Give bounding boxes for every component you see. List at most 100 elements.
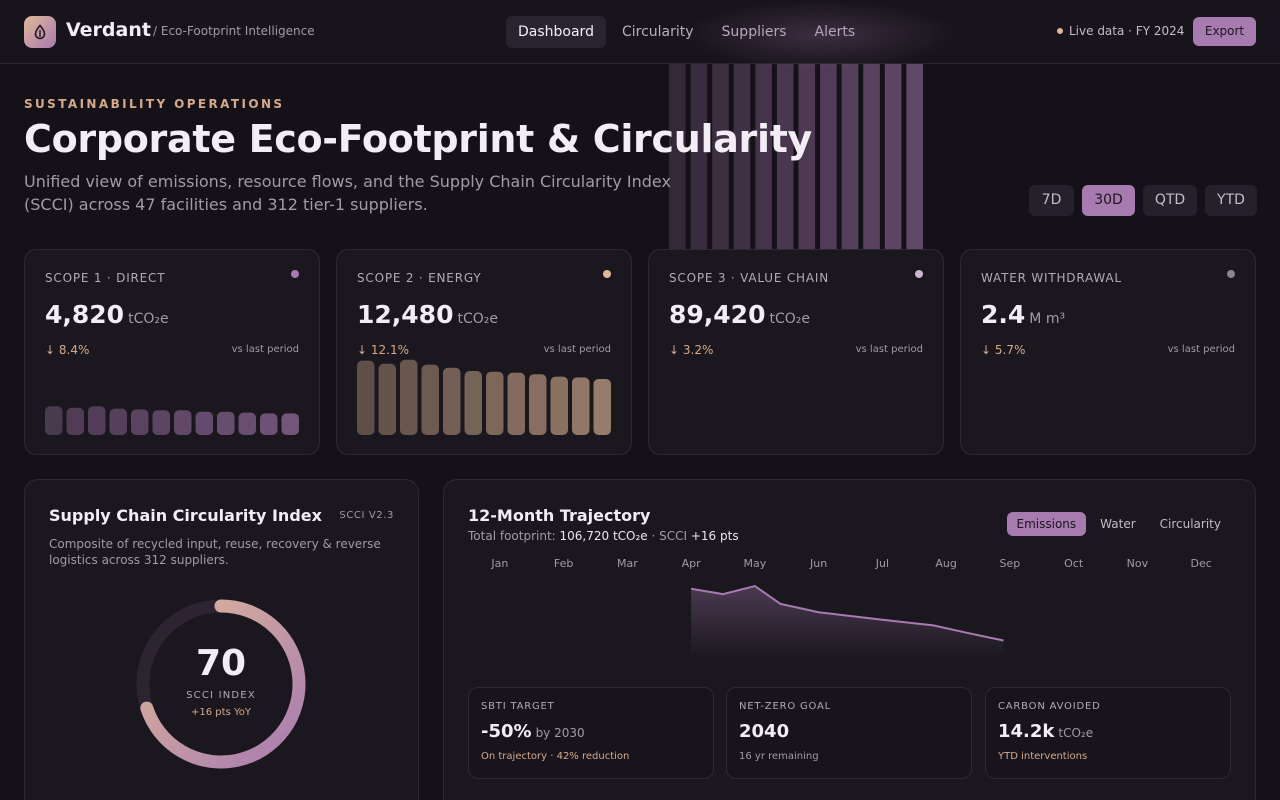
target-note: YTD interventions [998, 751, 1088, 762]
x-tick-label: Dec [1190, 557, 1211, 570]
kpi-bar [217, 411, 235, 435]
kpi-bar [66, 407, 84, 435]
kpi-unit: tCO₂e [457, 311, 498, 327]
target-number: -50% [481, 721, 532, 742]
target-note: 16 yr remaining [739, 751, 819, 762]
nav-circularity[interactable]: Circularity [621, 24, 694, 40]
kpi-card-scope3[interactable]: SCOPE 3 · VALUE CHAIN 89,420 tCO₂e ↓ 3.2%… [648, 249, 944, 455]
series-line [690, 585, 1004, 642]
export-button[interactable]: Export [1193, 17, 1256, 46]
kpi-label: SCOPE 1 · DIRECT [45, 271, 166, 285]
x-tick-label: Jul [875, 557, 889, 570]
kpi-card-scope2[interactable]: SCOPE 2 · ENERGY 12,480 tCO₂e ↓ 12.1% vs … [336, 249, 632, 455]
circularity-gauge [136, 599, 306, 769]
x-tick-label: Aug [935, 557, 956, 570]
status-dot-icon [915, 270, 923, 278]
kpi-comparison: vs last period [855, 344, 923, 355]
kpi-bar [45, 406, 63, 435]
kpi-label: SCOPE 2 · ENERGY [357, 271, 482, 285]
kpi-bar [443, 367, 461, 435]
kpi-bar [357, 360, 375, 435]
kpi-value: 12,480 tCO₂e [357, 300, 498, 329]
status-dot-icon [291, 270, 299, 278]
top-bar: Verdant / Eco-Footprint Intelligence Das… [0, 0, 1280, 64]
x-tick-label: Apr [682, 557, 702, 570]
kpi-bar [238, 412, 256, 435]
target-label: CARBON AVOIDED [998, 701, 1101, 712]
kpi-bar [529, 374, 547, 435]
kpi-number: 2.4 [981, 300, 1026, 329]
kpi-label: SCOPE 3 · VALUE CHAIN [669, 271, 829, 285]
nav-suppliers[interactable]: Suppliers [721, 24, 787, 40]
kpi-bar [486, 371, 504, 435]
circularity-index-panel: Supply Chain Circularity Index SCCI V2.3… [24, 479, 419, 800]
x-tick-label: Nov [1127, 557, 1149, 570]
section-eyebrow: SUSTAINABILITY OPERATIONS [24, 97, 285, 111]
target-label: SBTI TARGET [481, 701, 555, 712]
target-value: 14.2k tCO₂e [998, 721, 1093, 742]
nav-alerts[interactable]: Alerts [814, 24, 856, 40]
kpi-bar [131, 409, 149, 435]
target-card-net-zero[interactable]: NET-ZERO GOAL 2040 16 yr remaining [726, 687, 972, 779]
x-tick-label: Feb [554, 557, 573, 570]
kpi-sparkbars [357, 359, 611, 435]
main-nav: Dashboard Circularity Suppliers Alerts [506, 16, 867, 48]
kpi-unit: tCO₂e [769, 311, 810, 327]
brand-logo[interactable] [24, 16, 56, 48]
brand-subtitle: / Eco-Footprint Intelligence [153, 24, 315, 38]
kpi-card-scope1[interactable]: SCOPE 1 · DIRECT 4,820 tCO₂e ↓ 8.4% vs la… [24, 249, 320, 455]
panel-subtitle: Total footprint: 106,720 tCO₂e · SCCI +1… [468, 529, 739, 543]
x-tick-label: Mar [617, 557, 638, 570]
time-range-selector: 7D 30D QTD YTD [1029, 185, 1257, 216]
version-badge: SCCI V2.3 [339, 510, 394, 521]
x-tick-label: May [744, 557, 767, 570]
page-title: Corporate Eco-Footprint & Circularity [24, 117, 813, 161]
kpi-bar [378, 363, 396, 435]
kpi-bar [260, 413, 278, 435]
range-7d-button[interactable]: 7D [1029, 185, 1074, 216]
status-dot-icon [1227, 270, 1235, 278]
target-value: 2040 [739, 721, 789, 742]
kpi-label: WATER WITHDRAWAL [981, 271, 1122, 285]
kpi-bar [593, 379, 611, 435]
x-tick-label: Sep [1000, 557, 1021, 570]
tab-emissions[interactable]: Emissions [1006, 512, 1087, 536]
target-value: -50% by 2030 [481, 721, 585, 742]
kpi-card-water[interactable]: WATER WITHDRAWAL 2.4 M m³ ↓ 5.7% vs last … [960, 249, 1256, 455]
kpi-bar [421, 364, 439, 435]
kpi-bar [400, 359, 418, 435]
kpi-comparison: vs last period [543, 344, 611, 355]
kpi-bar [152, 410, 170, 435]
kpi-bar [174, 410, 192, 435]
kpi-delta: ↓ 8.4% [45, 343, 90, 357]
target-label: NET-ZERO GOAL [739, 701, 832, 712]
kpi-unit: tCO₂e [128, 311, 169, 327]
tab-water[interactable]: Water [1100, 517, 1136, 531]
kpi-value: 89,420 tCO₂e [669, 300, 810, 329]
kpi-comparison: vs last period [1167, 344, 1235, 355]
kpi-bar [88, 406, 106, 435]
leaf-drop-icon [34, 24, 46, 40]
subtitle-prefix: Total footprint: [468, 529, 560, 543]
nav-dashboard[interactable]: Dashboard [506, 16, 606, 48]
live-dot-icon [1057, 28, 1063, 34]
tab-circularity[interactable]: Circularity [1159, 517, 1221, 531]
x-tick-label: Jun [809, 557, 827, 570]
kpi-bar [572, 377, 590, 435]
range-ytd-button[interactable]: YTD [1205, 185, 1257, 216]
gauge-delta: +16 pts YoY [191, 707, 251, 718]
range-qtd-button[interactable]: QTD [1143, 185, 1197, 216]
kpi-value: 4,820 tCO₂e [45, 300, 169, 329]
target-card-carbon-avoided[interactable]: CARBON AVOIDED 14.2k tCO₂e YTD interventi… [985, 687, 1231, 779]
trajectory-panel: 12-Month Trajectory Total footprint: 106… [443, 479, 1256, 800]
gauge-label: SCCI INDEX [186, 690, 256, 701]
gauge-progress-arc [140, 599, 306, 769]
panel-title: Supply Chain Circularity Index [49, 506, 322, 525]
range-30d-button[interactable]: 30D [1082, 185, 1135, 216]
kpi-delta: ↓ 3.2% [669, 343, 714, 357]
kpi-comparison: vs last period [231, 344, 299, 355]
kpi-bar [109, 408, 127, 435]
kpi-bar [507, 372, 525, 435]
kpi-number: 4,820 [45, 300, 125, 329]
target-card-sbti[interactable]: SBTI TARGET -50% by 2030 On trajectory · … [468, 687, 714, 779]
